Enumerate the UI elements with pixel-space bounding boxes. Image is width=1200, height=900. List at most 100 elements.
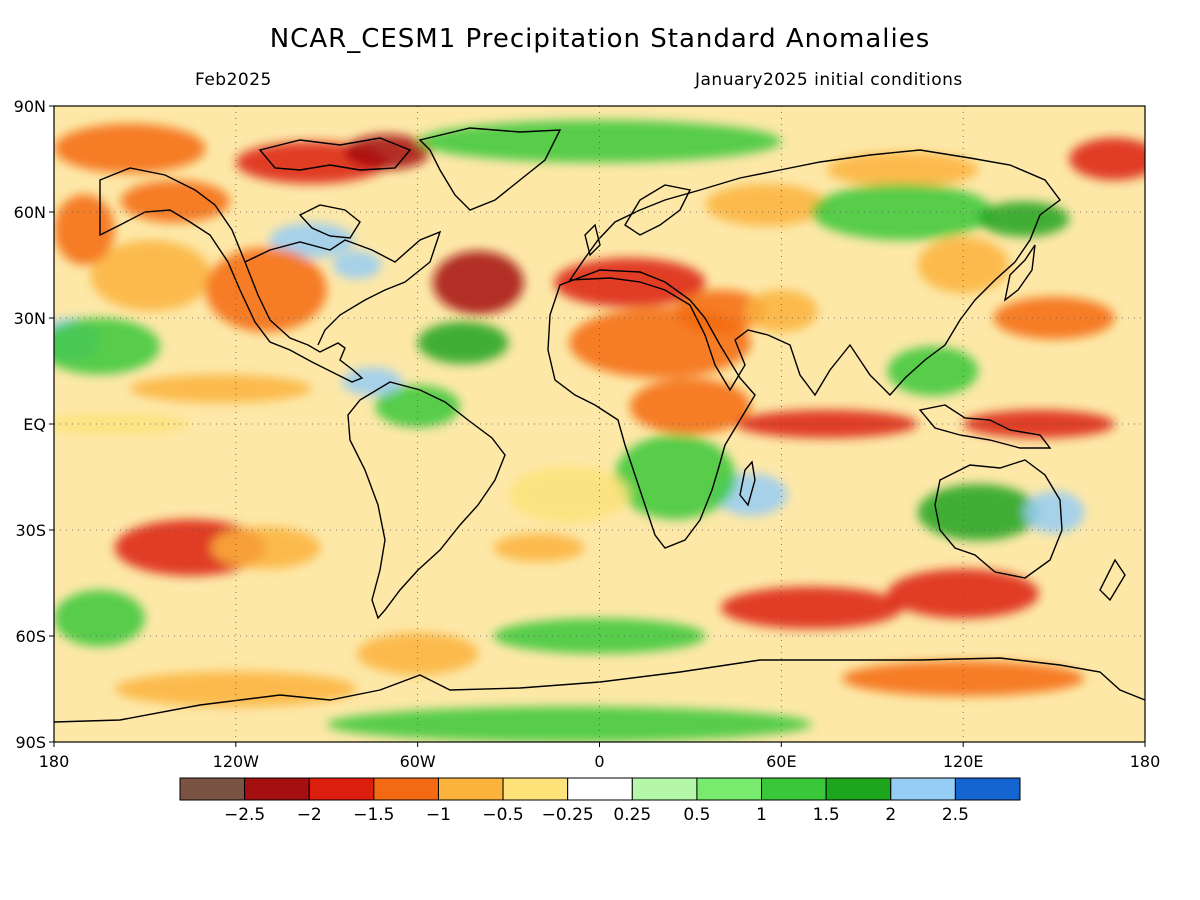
anomaly-region — [211, 526, 321, 569]
south-america-outline — [347, 381, 506, 620]
anomaly-region — [54, 123, 206, 174]
initial-conditions: January2025 initial conditions — [695, 70, 963, 90]
colorbar-swatch — [308, 777, 375, 801]
anomaly-region — [432, 250, 524, 315]
colorbar-swatch — [825, 777, 892, 801]
anomaly-region — [826, 151, 979, 188]
anomaly-region — [508, 466, 630, 523]
japan-outline — [1003, 244, 1036, 302]
anomaly-region — [705, 183, 827, 227]
lat-tick-label: 30S — [15, 521, 46, 540]
anomaly-region — [887, 346, 979, 396]
colorbar-label: 1 — [756, 805, 767, 825]
anomaly-region — [269, 222, 355, 258]
anomaly-region — [978, 201, 1070, 237]
anomaly-region — [114, 671, 358, 707]
anomaly-region — [493, 533, 585, 562]
anomaly-region — [554, 257, 706, 308]
colorbar-label: −2.5 — [224, 805, 265, 825]
lon-tick-label: 60W — [400, 752, 436, 771]
anomaly-region — [993, 296, 1115, 340]
arctic-islands-outline — [258, 137, 412, 171]
anomaly-region — [735, 409, 918, 439]
colorbar-label: −1.5 — [353, 805, 394, 825]
colorbar-swatch — [502, 777, 569, 801]
anomaly-region — [90, 240, 212, 311]
eurasia-outline — [568, 149, 1061, 397]
lat-tick-label: 90S — [15, 733, 46, 752]
scandinavia-outline — [624, 184, 692, 236]
colorbar-label: −0.25 — [542, 805, 594, 825]
lat-tick-label: EQ — [23, 415, 46, 434]
anomaly-region — [417, 120, 782, 163]
colorbar-label: −0.5 — [482, 805, 523, 825]
colorbar-swatch — [761, 777, 827, 801]
anomaly-region — [917, 484, 1039, 541]
lon-tick-label: 60E — [766, 752, 796, 771]
anomaly-region — [720, 586, 903, 629]
lon-tick-label: 120W — [213, 752, 260, 771]
anomaly-region — [326, 706, 812, 742]
colorbar-swatch — [890, 777, 956, 801]
hudson-bay-outline — [298, 204, 361, 239]
new-zealand-outline — [1099, 558, 1126, 602]
lon-tick-label: 0 — [594, 752, 604, 771]
colorbar: −2.5 −2 −1.5 −1 −0.5 −0.25 0.25 0.5 1 1.5 2 2.5 — [179, 777, 1021, 825]
map-title: NCAR_CESM1 Precipitation Standard Anomal… — [269, 24, 931, 54]
anomaly-region — [614, 434, 736, 520]
anomaly-region — [917, 236, 1009, 294]
anomaly-region — [1069, 137, 1145, 181]
colorbar-swatch — [373, 777, 439, 801]
colorbar-label: 2.5 — [942, 805, 969, 825]
colorbar-swatch — [437, 777, 504, 801]
antarctica-outline — [54, 657, 1145, 723]
anomaly-region — [629, 378, 752, 435]
lat-tick-label: 90N — [14, 97, 46, 116]
lat-tick-label: 60N — [14, 203, 46, 222]
colorbar-swatch — [696, 777, 763, 801]
north-america-east-outline — [244, 230, 442, 346]
lon-tick-label: 180 — [39, 752, 70, 771]
anomaly-region — [417, 321, 509, 364]
colorbar-label: 0.5 — [683, 805, 710, 825]
lat-tick-label: 60S — [15, 627, 46, 646]
north-america-outline — [99, 167, 364, 383]
lat-tick-label: 30N — [14, 309, 46, 328]
colorbar-swatch — [244, 777, 310, 801]
anomaly-region — [54, 318, 161, 375]
colorbar-swatch — [567, 777, 633, 801]
colorbar-label: −2 — [297, 805, 322, 825]
indonesia-outline — [918, 404, 1052, 449]
anomaly-region — [841, 660, 1085, 697]
anomaly-region — [129, 374, 312, 403]
anomaly-region — [811, 183, 994, 241]
madagascar-outline — [739, 460, 756, 507]
colorbar-swatch — [954, 777, 1021, 801]
uk-outline — [584, 223, 601, 257]
anomaly-region — [54, 194, 115, 265]
greenland-outline — [418, 127, 562, 211]
lon-tick-label: 180 — [1130, 752, 1161, 771]
anomaly-region — [205, 247, 327, 333]
anomaly-region — [1023, 491, 1085, 534]
anomaly-region — [887, 568, 1039, 619]
anomaly-region — [357, 632, 479, 675]
anomaly-region — [344, 134, 430, 170]
australia-outline — [934, 459, 1063, 579]
graticule — [54, 106, 1145, 742]
colorbar-label: 2 — [885, 805, 896, 825]
colorbar-label: 1.5 — [813, 805, 840, 825]
anomaly-region — [54, 590, 145, 647]
colorbar-swatch — [179, 777, 246, 801]
africa-outline — [547, 269, 756, 549]
anomaly-region — [332, 250, 382, 280]
continent-outlines — [54, 127, 1145, 723]
forecast-month: Feb2025 — [195, 70, 272, 90]
colorbar-label: 0.25 — [613, 805, 651, 825]
anomaly-region — [54, 413, 191, 435]
colorbar-swatch — [631, 777, 698, 801]
lon-tick-label: 120E — [943, 752, 984, 771]
colorbar-label: −1 — [426, 805, 451, 825]
